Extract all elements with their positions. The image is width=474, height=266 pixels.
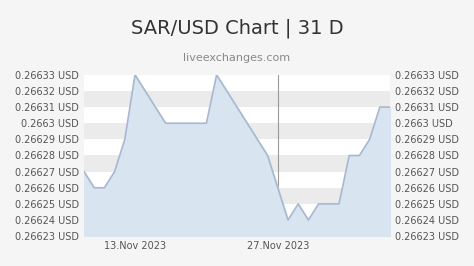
Bar <box>84 204 390 220</box>
Text: SAR/USD Chart | 31 D: SAR/USD Chart | 31 D <box>131 19 343 38</box>
Bar <box>84 172 390 188</box>
Bar <box>84 220 390 236</box>
Bar <box>84 75 390 91</box>
Bar <box>84 123 390 139</box>
Bar <box>84 188 390 204</box>
Bar <box>84 139 390 156</box>
Bar <box>84 156 390 172</box>
Bar <box>84 107 390 123</box>
Bar <box>84 91 390 107</box>
Text: liveexchanges.com: liveexchanges.com <box>183 53 291 63</box>
